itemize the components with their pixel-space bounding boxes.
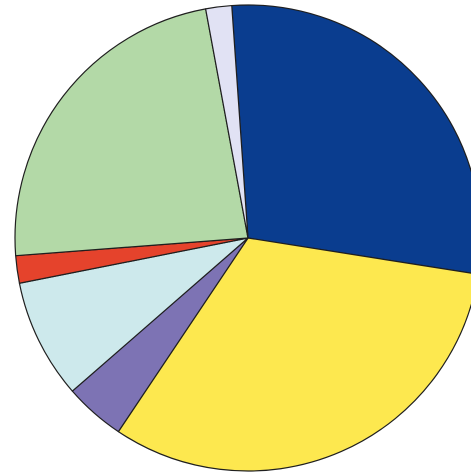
pie-slice-4 — [18, 237, 249, 392]
pie-slice-1 — [231, 4, 471, 274]
pie-slice-6 — [14, 8, 249, 257]
pie-slice-2 — [117, 237, 471, 472]
pie-slices — [14, 4, 471, 472]
pie-slice-7 — [205, 4, 249, 239]
